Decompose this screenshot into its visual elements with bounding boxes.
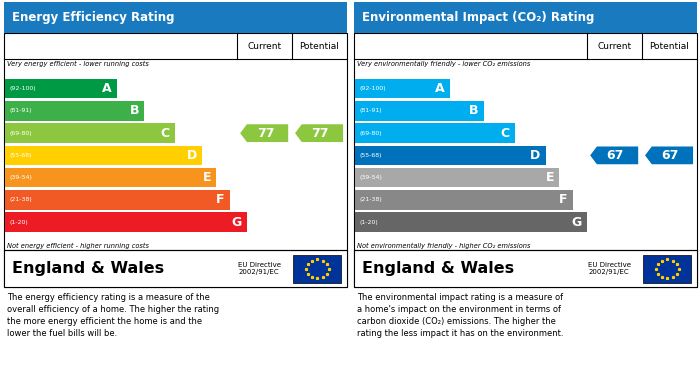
Text: England & Wales: England & Wales	[12, 261, 164, 276]
Text: (81-91): (81-91)	[360, 108, 382, 113]
Text: 67: 67	[607, 149, 624, 162]
Text: (1-20): (1-20)	[10, 219, 29, 224]
Bar	[5, 124, 175, 143]
Text: E: E	[546, 171, 554, 184]
Text: (21-38): (21-38)	[10, 197, 32, 202]
Text: C: C	[161, 127, 170, 140]
Bar	[5, 101, 144, 121]
Bar	[5, 79, 117, 99]
Text: 77: 77	[257, 127, 274, 140]
Text: 67: 67	[662, 149, 679, 162]
Text: (1-20): (1-20)	[360, 219, 379, 224]
Bar	[355, 79, 449, 99]
Bar	[355, 212, 587, 232]
Text: Potential: Potential	[649, 42, 689, 51]
Polygon shape	[590, 147, 638, 164]
Text: (55-68): (55-68)	[360, 153, 382, 158]
Text: F: F	[216, 193, 225, 206]
Text: A: A	[435, 82, 444, 95]
Text: B: B	[130, 104, 139, 117]
Text: G: G	[571, 215, 582, 229]
Bar	[355, 101, 484, 121]
Bar	[355, 124, 514, 143]
Bar	[4, 2, 346, 33]
Bar	[5, 190, 230, 210]
Bar	[4, 250, 346, 287]
Text: G: G	[232, 215, 242, 229]
Text: Current: Current	[247, 42, 281, 51]
Text: A: A	[102, 82, 111, 95]
Text: F: F	[559, 193, 568, 206]
Text: (39-54): (39-54)	[360, 175, 382, 180]
Text: D: D	[187, 149, 197, 162]
Text: (92-100): (92-100)	[10, 86, 36, 91]
Text: Potential: Potential	[299, 42, 339, 51]
Polygon shape	[645, 147, 693, 164]
Text: EU Directive
2002/91/EC: EU Directive 2002/91/EC	[589, 262, 631, 275]
Bar	[293, 255, 342, 283]
Text: C: C	[500, 127, 510, 140]
Text: England & Wales: England & Wales	[362, 261, 514, 276]
Text: (21-38): (21-38)	[360, 197, 382, 202]
Text: (55-68): (55-68)	[10, 153, 32, 158]
Text: The environmental impact rating is a measure of
a home's impact on the environme: The environmental impact rating is a mea…	[357, 293, 564, 338]
Text: (81-91): (81-91)	[10, 108, 32, 113]
Text: (69-80): (69-80)	[360, 131, 382, 136]
Text: EU Directive
2002/91/EC: EU Directive 2002/91/EC	[239, 262, 281, 275]
Polygon shape	[295, 124, 343, 142]
Polygon shape	[240, 124, 288, 142]
Bar	[355, 168, 559, 187]
Text: (92-100): (92-100)	[360, 86, 386, 91]
Text: 77: 77	[312, 127, 329, 140]
Text: (39-54): (39-54)	[10, 175, 32, 180]
Bar	[5, 145, 202, 165]
Text: B: B	[469, 104, 479, 117]
Bar	[5, 212, 247, 232]
Text: E: E	[202, 171, 211, 184]
Bar	[643, 255, 692, 283]
Text: Very energy efficient - lower running costs: Very energy efficient - lower running co…	[7, 61, 149, 66]
Text: The energy efficiency rating is a measure of the
overall efficiency of a home. T: The energy efficiency rating is a measur…	[7, 293, 219, 338]
FancyBboxPatch shape	[4, 33, 346, 287]
Text: Energy Efficiency Rating: Energy Efficiency Rating	[12, 11, 174, 24]
Text: (69-80): (69-80)	[10, 131, 32, 136]
Text: Not energy efficient - higher running costs: Not energy efficient - higher running co…	[7, 243, 149, 249]
FancyBboxPatch shape	[354, 33, 696, 287]
Bar	[354, 2, 696, 33]
Bar	[355, 190, 573, 210]
Text: D: D	[530, 149, 540, 162]
Text: Current: Current	[597, 42, 631, 51]
Bar	[354, 250, 696, 287]
Text: Very environmentally friendly - lower CO₂ emissions: Very environmentally friendly - lower CO…	[357, 61, 531, 66]
Text: Environmental Impact (CO₂) Rating: Environmental Impact (CO₂) Rating	[362, 11, 594, 24]
Text: Not environmentally friendly - higher CO₂ emissions: Not environmentally friendly - higher CO…	[357, 243, 531, 249]
Bar	[355, 145, 545, 165]
Bar	[5, 168, 216, 187]
